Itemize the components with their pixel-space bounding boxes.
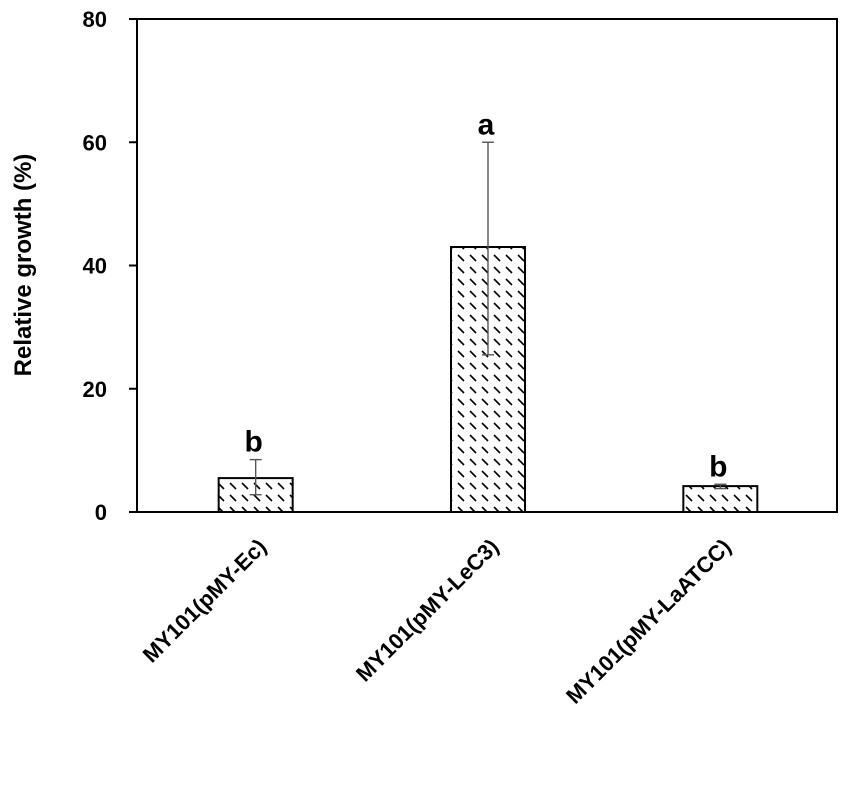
y-tick-label: 20 (83, 377, 107, 402)
x-category-label: MY101(pMY-Ec) (138, 534, 272, 668)
y-tick-label: 60 (83, 130, 107, 155)
error-bars (249, 141, 727, 496)
x-category-label: MY101(pMY-LeC3) (351, 534, 504, 687)
bar (682, 485, 759, 513)
significance-letter: b (245, 426, 263, 459)
x-category-label: MY101(pMY-LaATCC) (561, 534, 736, 709)
y-tick-label: 80 (83, 7, 107, 32)
y-tick-label: 40 (83, 254, 107, 279)
significance-letters: b a b (245, 108, 728, 483)
y-tick-label: 0 (95, 500, 107, 525)
y-axis-ticks: 0 20 40 60 80 (83, 7, 137, 525)
significance-letter: a (478, 108, 495, 141)
x-axis-category-labels: MY101(pMY-Ec) MY101(pMY-LeC3) MY101(pMY-La… (138, 534, 736, 709)
significance-letter: b (709, 450, 727, 483)
y-axis-label: Relative growth (%) (10, 154, 37, 377)
